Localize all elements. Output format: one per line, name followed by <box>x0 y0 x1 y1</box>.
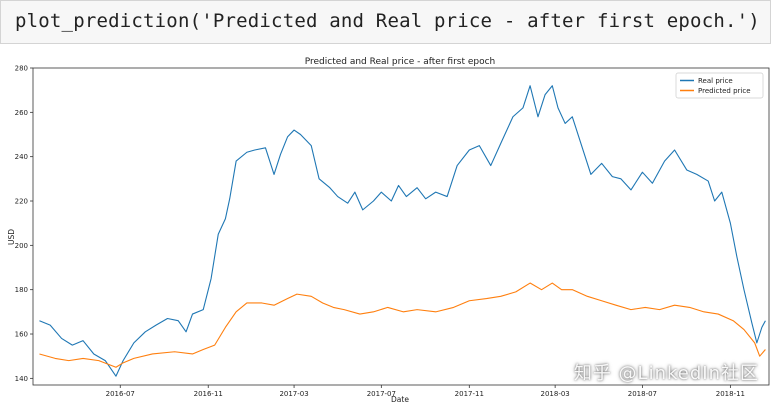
y-tick-label: 140 <box>15 375 28 383</box>
legend: Real price Predicted price <box>675 72 764 99</box>
x-tick-label: 2017-07 <box>367 390 396 398</box>
series-line-real-price <box>39 85 766 377</box>
chart-container: Predicted and Real price - after first e… <box>0 50 773 405</box>
series-lines <box>39 85 766 377</box>
y-tick-label: 220 <box>15 198 28 206</box>
x-tick-label: 2017-03 <box>279 390 308 398</box>
y-tick-label: 260 <box>15 109 28 117</box>
code-cell[interactable]: plot_prediction('Predicted and Real pric… <box>0 0 771 44</box>
series-line-predicted-price <box>39 282 766 368</box>
axes-group: 140 160 180 200 220 240 260 280 2016-07 2016-11 20… <box>15 65 770 398</box>
legend-box <box>675 72 764 99</box>
legend-label: Real price <box>698 77 733 85</box>
y-tick-label: 200 <box>15 242 28 250</box>
code-text: plot_prediction('Predicted and Real pric… <box>15 10 760 32</box>
y-axis-label: USD <box>7 229 16 245</box>
y-tick-label: 160 <box>15 331 28 339</box>
x-tick-label: 2017-11 <box>455 390 484 398</box>
line-chart: Predicted and Real price - after first e… <box>7 57 770 404</box>
chart-title: Predicted and Real price - after first e… <box>305 57 496 67</box>
x-tick-label: 2018-11 <box>716 390 745 398</box>
y-tick-label: 240 <box>15 153 28 161</box>
x-axis-label: Date <box>391 395 409 404</box>
x-tick-label: 2018-07 <box>628 390 657 398</box>
watermark: 知乎 @LinkedIn社区 <box>573 363 759 384</box>
plot-frame <box>32 67 770 386</box>
x-tick-label: 2016-07 <box>106 390 135 398</box>
legend-label: Predicted price <box>698 87 751 95</box>
x-tick-label: 2016-11 <box>194 390 223 398</box>
x-tick-label: 2018-03 <box>541 390 570 398</box>
y-tick-label: 180 <box>15 286 28 294</box>
y-tick-label: 280 <box>15 65 28 73</box>
